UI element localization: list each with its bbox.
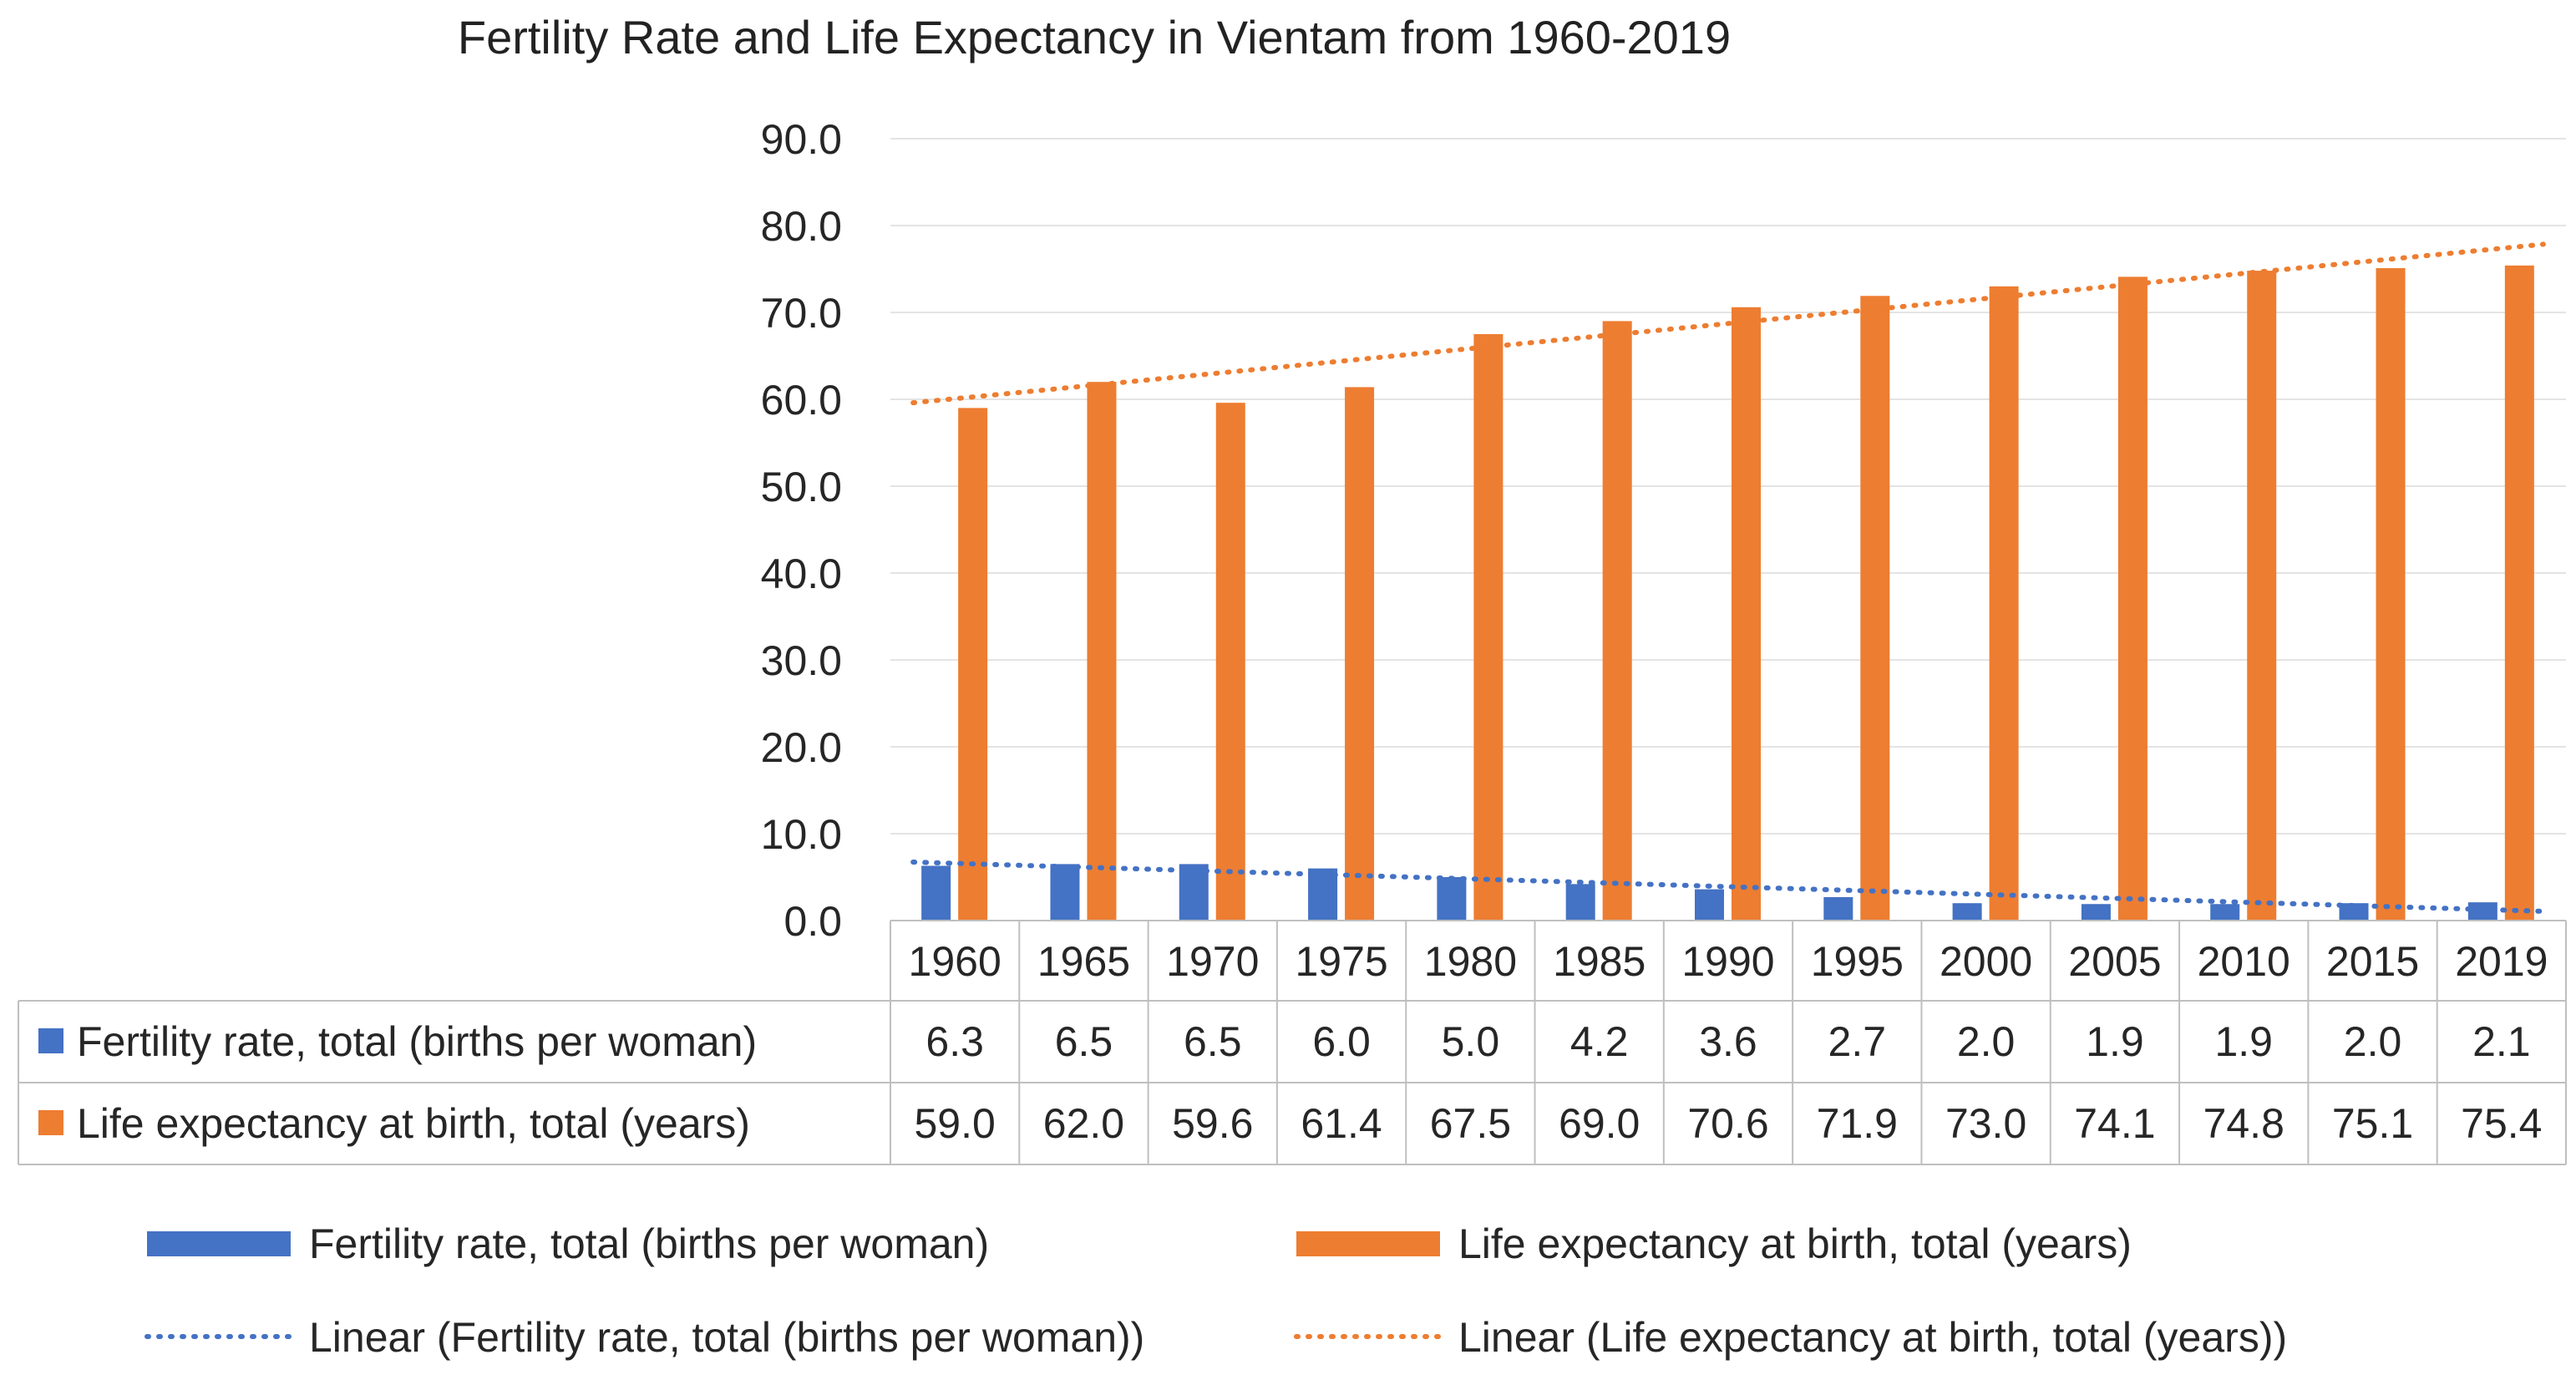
table-value-cell: 59.6 bbox=[1172, 1100, 1253, 1147]
table-row-label: Fertility rate, total (births per woman) bbox=[77, 1018, 757, 1065]
y-tick-label: 20.0 bbox=[761, 724, 842, 771]
bar-fertility bbox=[1179, 864, 1209, 921]
table-value-cell: 2.0 bbox=[2344, 1018, 2402, 1065]
table-header-cell: 1980 bbox=[1424, 938, 1517, 985]
bar-life-expectancy bbox=[1345, 387, 1375, 921]
bar-fertility bbox=[2081, 904, 2111, 921]
table-header-cell: 2010 bbox=[2198, 938, 2290, 985]
bar-life-expectancy bbox=[2504, 265, 2534, 921]
table-value-cell: 6.5 bbox=[1055, 1018, 1113, 1065]
table-value-cell: 6.3 bbox=[925, 1018, 984, 1065]
bar-life-expectancy bbox=[1473, 334, 1504, 921]
table-header-cell: 1970 bbox=[1166, 938, 1259, 985]
bar-life-expectancy bbox=[1860, 296, 1890, 921]
table-value-cell: 2.0 bbox=[1957, 1018, 2016, 1065]
table-value-cell: 75.1 bbox=[2332, 1100, 2413, 1147]
bar-fertility bbox=[2467, 902, 2497, 921]
legend-label: Life expectancy at birth, total (years) bbox=[1458, 1220, 2132, 1267]
y-tick-label: 60.0 bbox=[761, 377, 842, 424]
table-header-cell: 2005 bbox=[2068, 938, 2161, 985]
table-value-cell: 71.9 bbox=[1817, 1100, 1898, 1147]
bar-fertility bbox=[1050, 864, 1080, 921]
table-value-cell: 1.9 bbox=[2086, 1018, 2144, 1065]
bar-life-expectancy bbox=[1215, 403, 1245, 921]
trendline-fertility bbox=[910, 859, 2546, 914]
bar-fertility bbox=[921, 865, 951, 921]
table-header-cell: 2019 bbox=[2455, 938, 2548, 985]
table-value-cell: 59.0 bbox=[914, 1100, 995, 1147]
table-header-cell: 1965 bbox=[1037, 938, 1130, 985]
table-value-cell: 75.4 bbox=[2461, 1100, 2542, 1147]
table-legend-key bbox=[38, 1110, 63, 1135]
y-tick-label: 80.0 bbox=[761, 203, 842, 250]
table-value-cell: 6.5 bbox=[1184, 1018, 1242, 1065]
legend-label: Fertility rate, total (births per woman) bbox=[309, 1220, 989, 1267]
legend: Fertility rate, total (births per woman)… bbox=[145, 1220, 2287, 1361]
bar-fertility bbox=[1823, 896, 1853, 921]
chart-title: Fertility Rate and Life Expectancy in Vi… bbox=[458, 11, 1731, 63]
bar-life-expectancy bbox=[2376, 267, 2406, 921]
bars bbox=[921, 265, 2534, 921]
legend-key-bar bbox=[1296, 1231, 1440, 1256]
table-value-cell: 73.0 bbox=[1945, 1100, 2026, 1147]
bar-fertility bbox=[1308, 868, 1338, 921]
table-value-cell: 3.6 bbox=[1699, 1018, 1757, 1065]
table-value-cell: 4.2 bbox=[1570, 1018, 1629, 1065]
legend-label: Linear (Life expectancy at birth, total … bbox=[1458, 1314, 2287, 1361]
table-row-label: Life expectancy at birth, total (years) bbox=[77, 1100, 750, 1147]
table-value-cell: 70.6 bbox=[1687, 1100, 1768, 1147]
table-header-cell: 1960 bbox=[909, 938, 1001, 985]
table-value-cell: 2.7 bbox=[1828, 1018, 1887, 1065]
table-value-cell: 6.0 bbox=[1312, 1018, 1371, 1065]
y-tick-label: 50.0 bbox=[761, 464, 842, 510]
table-value-cell: 61.4 bbox=[1301, 1100, 1382, 1147]
table-header-cell: 1975 bbox=[1295, 938, 1387, 985]
table-value-cell: 62.0 bbox=[1043, 1100, 1124, 1147]
y-tick-label: 40.0 bbox=[761, 550, 842, 597]
table-value-cell: 1.9 bbox=[2214, 1018, 2273, 1065]
bar-fertility bbox=[1565, 884, 1595, 921]
trendlines bbox=[910, 241, 2546, 914]
bar-life-expectancy bbox=[1989, 286, 2019, 921]
y-tick-label: 0.0 bbox=[783, 898, 842, 945]
table-header-cell: 1995 bbox=[1811, 938, 1904, 985]
table-header-cell: 2000 bbox=[1940, 938, 2032, 985]
table-legend-key bbox=[38, 1028, 63, 1053]
bar-life-expectancy bbox=[958, 408, 988, 921]
y-tick-label: 90.0 bbox=[761, 116, 842, 163]
bar-fertility bbox=[1952, 903, 1982, 921]
table-value-cell: 2.1 bbox=[2472, 1018, 2531, 1065]
bar-life-expectancy bbox=[1087, 382, 1117, 921]
y-tick-label: 70.0 bbox=[761, 290, 842, 337]
table-value-cell: 74.1 bbox=[2074, 1100, 2155, 1147]
table-header-cell: 1985 bbox=[1553, 938, 1645, 985]
y-tick-label: 10.0 bbox=[761, 811, 842, 858]
table-value-cell: 69.0 bbox=[1559, 1100, 1640, 1147]
gridlines bbox=[890, 138, 2566, 835]
y-axis: 0.0 10.0 20.0 30.0 40.0 50.0 60.0 70.0 80.0 90.0 bbox=[761, 116, 842, 945]
table-value-cell: 74.8 bbox=[2203, 1100, 2284, 1147]
y-tick-label: 30.0 bbox=[761, 637, 842, 684]
table-value-cell: 67.5 bbox=[1430, 1100, 1511, 1147]
bar-fertility bbox=[2210, 904, 2240, 921]
bar-life-expectancy bbox=[1732, 307, 1761, 921]
bar-life-expectancy bbox=[1602, 321, 1632, 921]
legend-key-bar bbox=[147, 1231, 291, 1256]
bar-fertility bbox=[1695, 889, 1724, 921]
bar-life-expectancy bbox=[2247, 271, 2277, 921]
legend-label: Linear (Fertility rate, total (births pe… bbox=[309, 1314, 1144, 1361]
table-header-cell: 1990 bbox=[1681, 938, 1774, 985]
bar-life-expectancy bbox=[2117, 277, 2148, 921]
bar-fertility bbox=[1437, 877, 1467, 921]
trendline-life-expectancy bbox=[910, 241, 2546, 406]
table-header-cell: 2015 bbox=[2326, 938, 2419, 985]
table-value-cell: 5.0 bbox=[1442, 1018, 1500, 1065]
data-table: 1960 1965 1970 1975 1980 1985 1990 1995 2000 2005… bbox=[18, 920, 2567, 1165]
